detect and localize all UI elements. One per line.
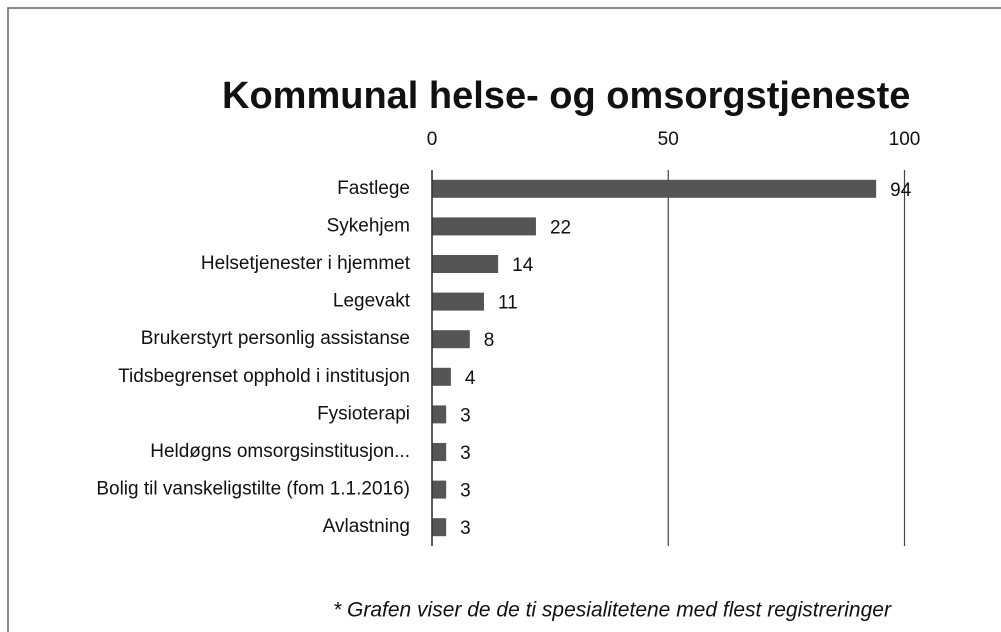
y-tick-label: Heldøgns omsorgsinstitusjon... (150, 441, 410, 462)
x-tick-label: 50 (658, 129, 679, 150)
bar (432, 518, 447, 537)
y-tick-label: Bolig til vanskeligstilte (fom 1.1.2016) (96, 479, 410, 500)
y-tick-label: Avlastning (323, 516, 410, 537)
bar (432, 443, 447, 461)
y-tick-label: Fysioterapi (317, 403, 410, 424)
bar (432, 217, 536, 236)
y-tick-label: Helsetjenester i hjemmet (201, 253, 411, 274)
y-tick-label: Tidsbegrenset opphold i institusjon (118, 366, 410, 387)
chart-title: Kommunal helse- og omsorgstjeneste (222, 75, 910, 117)
y-tick-label: Legevakt (333, 291, 411, 312)
value-label: 94 (890, 180, 912, 201)
x-tick-label: 0 (427, 129, 438, 150)
value-label: 14 (512, 255, 534, 276)
y-tick-label: Brukerstyrt personlig assistanse (141, 328, 410, 349)
value-label: 11 (498, 293, 518, 314)
bar (432, 405, 447, 424)
bar (432, 179, 877, 198)
bar (432, 480, 447, 499)
value-label: 22 (550, 217, 571, 238)
bar (432, 292, 484, 311)
y-tick-label: Sykehjem (327, 215, 410, 236)
value-label: 3 (460, 443, 471, 464)
value-label: 8 (484, 330, 495, 351)
bar (432, 330, 470, 349)
chart-note: * Grafen viser de de ti spesialitetene m… (333, 599, 892, 622)
bar (432, 367, 451, 386)
frame (7, 7, 1001, 632)
value-label: 3 (460, 518, 471, 539)
bar (432, 255, 499, 273)
value-label: 3 (460, 481, 471, 502)
x-tick-label: 100 (889, 129, 921, 150)
value-label: 3 (460, 405, 471, 426)
value-label: 4 (465, 368, 476, 389)
y-tick-label: Fastlege (337, 178, 410, 199)
